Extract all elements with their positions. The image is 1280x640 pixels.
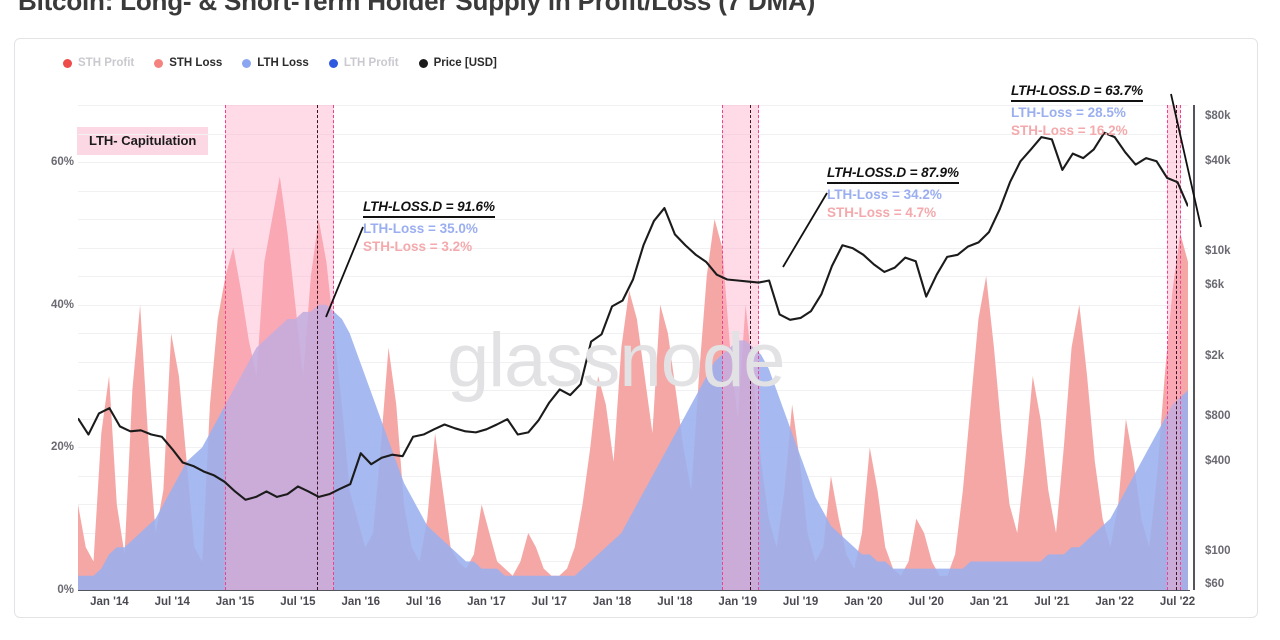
legend-item-price-usd[interactable]: Price [USD] [418, 57, 497, 69]
gridline [78, 133, 1188, 135]
price-canvas [78, 131, 1188, 501]
annotation-lth-loss: LTH-Loss = 34.2% [827, 187, 942, 203]
y-axis-right-tick: $100 [1205, 545, 1231, 558]
y-axis-left-tick: 20% [50, 441, 74, 454]
x-axis-tick: Jul '15 [280, 596, 316, 608]
annotation-callout: LTH-LOSS.D = 63.7% LTH-Loss = 28.5% STH-Lo… [1011, 81, 1143, 139]
area-sth-loss [78, 176, 1188, 590]
y-axis-right-spine [1193, 105, 1195, 590]
x-axis-tick: Jul '18 [657, 596, 693, 608]
x-axis-tick: Jul '21 [1034, 596, 1070, 608]
gridline [78, 190, 1188, 192]
y-axis-right-tick: $80k [1205, 110, 1231, 123]
area-lth-loss [78, 304, 1188, 590]
marker-line [749, 105, 751, 590]
legend-swatch-icon [418, 58, 428, 68]
x-axis-tick: Jan '15 [215, 596, 255, 608]
annotation-header: LTH-LOSS.D = 91.6% [363, 199, 495, 219]
marker-line [1176, 105, 1178, 590]
chart-legend: STH Profit STH Loss LTH Loss LTH Profit Pric… [63, 57, 497, 69]
legend-swatch-icon [63, 58, 72, 68]
legend-item-label: LTH Profit [343, 57, 399, 69]
x-axis-tick: Jan '14 [90, 596, 129, 608]
legend-item-lth-loss[interactable]: LTH Loss [242, 57, 309, 69]
series-canvas [78, 176, 1188, 590]
legend-item-label: Price [USD] [433, 57, 497, 69]
x-axis-tick: Jan '18 [592, 596, 632, 608]
y-axis-left-tick: 40% [50, 298, 74, 311]
y-axis-left-tick: 60% [50, 156, 74, 169]
annotation-sth-loss: STH-Loss = 4.7% [827, 204, 937, 220]
x-axis-tick: Jul '22 [1159, 596, 1196, 608]
x-axis-tick: Jan '22 [1095, 596, 1134, 608]
x-axis-tick: Jan '20 [844, 596, 883, 608]
line-price-usd [78, 131, 1188, 501]
annotation-header: LTH-LOSS.D = 63.7% [1011, 83, 1143, 103]
annotation-header: LTH-LOSS.D = 87.9% [827, 165, 959, 185]
marker-line [316, 105, 318, 590]
legend-item-label: STH Profit [78, 57, 135, 69]
y-axis-right-tick: $60 [1205, 578, 1225, 591]
annotation-lth-loss: LTH-Loss = 35.0% [363, 221, 478, 237]
x-axis-tick: Jan '19 [718, 596, 757, 608]
y-axis-right-tick: $800 [1205, 409, 1231, 422]
legend-item-label: STH Loss [169, 57, 223, 69]
page-title: Bitcoin: Long- & Short-Term Holder Suppl… [18, 0, 816, 16]
legend-item-label: LTH Loss [257, 57, 309, 69]
annotation-lth-loss: LTH-Loss = 28.5% [1011, 105, 1126, 121]
y-axis-right-tick: $10k [1205, 245, 1231, 258]
y-axis-right-tick: $6k [1205, 278, 1225, 291]
annotation-callout: LTH-LOSS.D = 91.6% LTH-Loss = 35.0% STH-Lo… [363, 197, 495, 255]
x-axis-tick: Jul '16 [405, 596, 442, 608]
gridline [78, 105, 1188, 106]
legend-item-sth-profit[interactable]: STH Profit [63, 57, 134, 69]
x-axis-tick: Jul '19 [782, 596, 819, 608]
x-axis-spine [78, 590, 1190, 592]
gridline [78, 247, 1188, 249]
x-axis-tick: Jan '16 [341, 596, 381, 608]
y-axis-left-tick: 0% [57, 584, 74, 596]
y-axis-right-tick: $40k [1205, 155, 1231, 168]
glassnode-watermark: glassnode [447, 318, 785, 403]
legend-item-sth-loss[interactable]: STH Loss [154, 57, 222, 69]
x-axis-tick: Jan '17 [467, 596, 506, 608]
y-axis-right-tick: $2k [1205, 350, 1225, 363]
legend-swatch-icon [242, 58, 252, 68]
legend-swatch-icon [154, 58, 164, 68]
gridline [78, 219, 1188, 221]
legend-swatch-icon [328, 58, 338, 68]
annotation-sth-loss: STH-Loss = 16.2% [1011, 122, 1128, 138]
x-axis-tick: Jul '20 [908, 596, 944, 608]
x-axis-tick: Jul '17 [531, 596, 567, 608]
annotation-callout: LTH-LOSS.D = 87.9% LTH-Loss = 34.2% STH-Lo… [827, 163, 959, 221]
annotation-sth-loss: STH-Loss = 3.2% [363, 238, 473, 254]
chart-card: STH Profit STH Loss LTH Loss LTH Profit Pric… [14, 38, 1258, 618]
x-axis-tick: Jul '14 [154, 596, 190, 608]
gridline [78, 162, 1188, 164]
capitulation-label: LTH- Capitulation [77, 127, 209, 155]
legend-item-lth-profit[interactable]: LTH Profit [328, 57, 399, 69]
x-axis-tick: Jan '21 [969, 596, 1009, 608]
y-axis-right-tick: $400 [1205, 454, 1231, 467]
